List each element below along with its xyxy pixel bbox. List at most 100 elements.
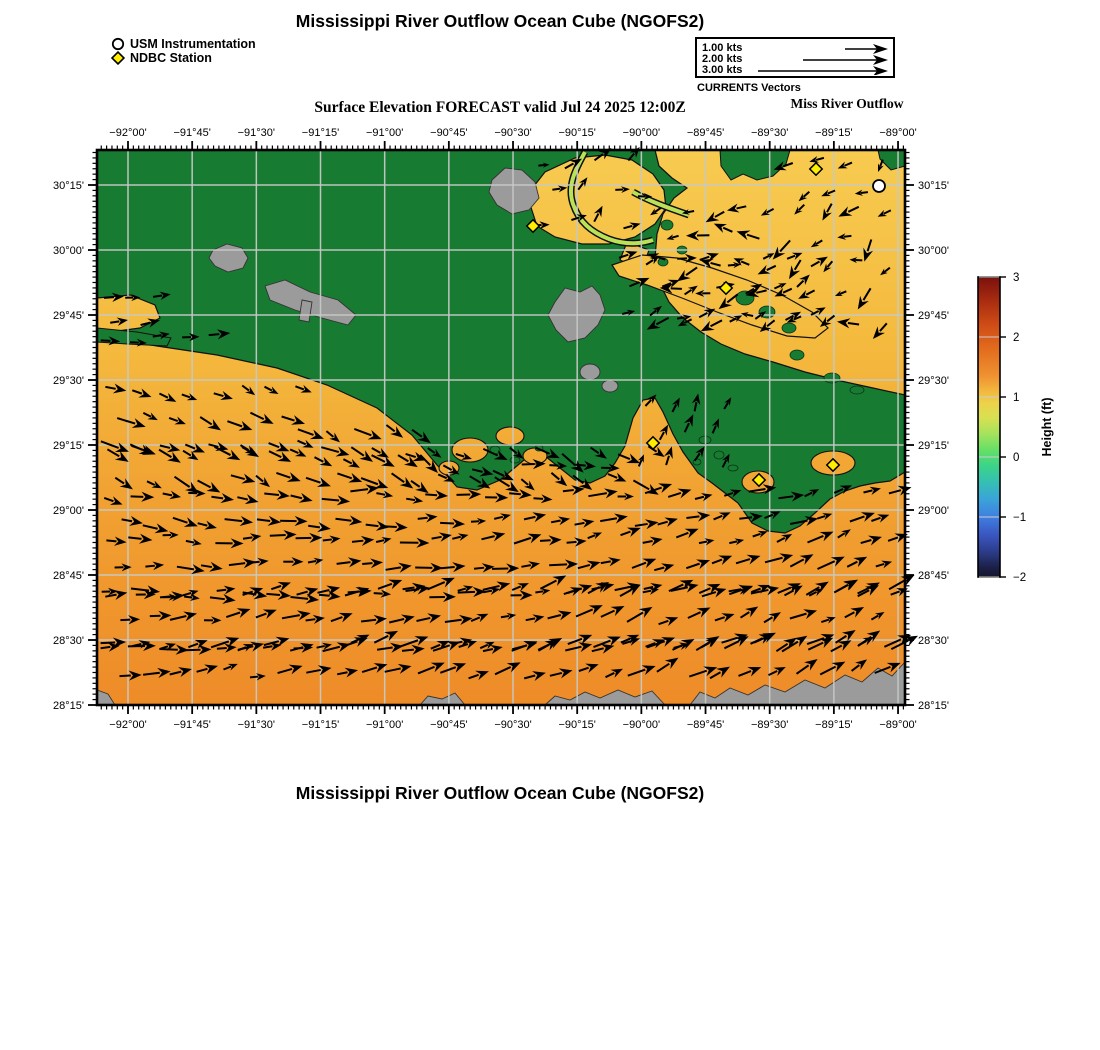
y-axis-label: 29°00' xyxy=(918,505,949,517)
footer-title: Mississippi River Outflow Ocean Cube (NG… xyxy=(295,783,705,803)
marsh-islet xyxy=(781,322,797,334)
x-axis-label: −91°15' xyxy=(302,719,339,731)
region-label: Miss River Outflow xyxy=(790,96,904,111)
x-axis-label: −91°45' xyxy=(173,127,210,139)
y-axis-label: 30°00' xyxy=(918,245,949,257)
x-axis-label: −91°30' xyxy=(238,127,275,139)
marsh-islet xyxy=(849,385,865,395)
vectors-caption: CURRENTS Vectors xyxy=(697,82,801,94)
map-canvas: −92°00' −92°00' −91°45' −91°45' −91°30' −91°3… xyxy=(53,127,949,731)
y-axis-label: 29°00' xyxy=(53,505,84,517)
x-axis-label: −89°45' xyxy=(687,719,724,731)
x-axis-label: −91°30' xyxy=(238,719,275,731)
y-axis-label: 30°15' xyxy=(53,180,84,192)
ndbc-station-marker xyxy=(751,472,767,488)
axis-ticks xyxy=(88,141,914,714)
y-axis-label: 30°00' xyxy=(53,245,84,257)
y-axis-label: 29°30' xyxy=(918,375,949,387)
colorbar-tick-label: 3 xyxy=(1013,272,1019,284)
forecast-subtitle: Surface Elevation FORECAST valid Jul 24 … xyxy=(314,99,686,116)
x-axis-label: −90°15' xyxy=(558,127,595,139)
legend-label-ndbc: NDBC Station xyxy=(130,51,212,65)
x-axis-label: −89°30' xyxy=(751,719,788,731)
x-axis-label: −90°30' xyxy=(494,127,531,139)
marsh-islet xyxy=(509,456,521,464)
river-channel xyxy=(568,151,654,246)
y-axis-label: 29°45' xyxy=(53,310,84,322)
y-axis-label: 28°15' xyxy=(918,700,949,712)
legend-row-usm: USM Instrumentation xyxy=(111,37,256,51)
no-data-area xyxy=(208,243,249,273)
marsh-islet xyxy=(758,305,776,319)
ndbc-station-marker xyxy=(808,161,824,177)
y-axis-label: 29°15' xyxy=(918,440,949,452)
map-layers: −92°00' −92°00' −91°45' −91°45' −91°30' −91°3… xyxy=(53,127,949,731)
diamond-marker-icon xyxy=(111,51,126,65)
map-frame xyxy=(95,148,907,707)
y-axis-label: 28°30' xyxy=(53,635,84,647)
page-title: Mississippi River Outflow Ocean Cube (NG… xyxy=(295,11,705,31)
colorbar-canvas: 3 2 1 0 −1 −2 Height (ft) xyxy=(977,272,1054,584)
ndbc-station-marker xyxy=(525,218,541,234)
marsh-islet xyxy=(660,219,674,231)
marsh-islet xyxy=(789,349,805,361)
y-axis-label: 28°30' xyxy=(918,635,949,647)
y-axis-label: 28°15' xyxy=(53,700,84,712)
circle-marker-icon xyxy=(111,37,125,51)
headland xyxy=(719,149,791,181)
current-arrows xyxy=(100,147,919,681)
colorbar-gradient xyxy=(977,276,1001,578)
x-axis-label: −90°00' xyxy=(623,719,660,731)
vector-legend-canvas: 1.00 kts 2.00 kts 3.00 kts xyxy=(702,42,888,76)
no-data-area xyxy=(579,363,601,381)
marsh-bay xyxy=(495,426,525,446)
x-axis-label: −92°00' xyxy=(109,719,146,731)
axis-labels: −92°00' −92°00' −91°45' −91°45' −91°30' −91°3… xyxy=(53,127,949,731)
marsh-islet xyxy=(713,450,725,460)
colorbar-tick-label: 1 xyxy=(1013,392,1019,404)
marsh-islet xyxy=(727,464,739,472)
x-axis-label: −91°00' xyxy=(366,127,403,139)
vector-legend-arrows xyxy=(758,44,888,76)
x-axis-label: −90°30' xyxy=(494,719,531,731)
legend-label-usm: USM Instrumentation xyxy=(130,37,256,51)
no-data-area xyxy=(298,299,313,323)
vector-legend-label-1: 1.00 kts xyxy=(702,42,742,54)
vector-legend-label-3: 3.00 kts xyxy=(702,64,742,75)
x-axis-label: −89°30' xyxy=(751,127,788,139)
ndbc-station-marker xyxy=(718,280,734,296)
x-axis-label: −89°00' xyxy=(879,127,916,139)
x-axis-label: −91°15' xyxy=(302,127,339,139)
y-axis-label: 30°15' xyxy=(918,180,949,192)
y-axis-label: 28°45' xyxy=(918,570,949,582)
x-axis-label: −92°00' xyxy=(109,127,146,139)
x-axis-label: −90°45' xyxy=(430,719,467,731)
colorbar-tick-label: −2 xyxy=(1013,572,1026,584)
no-data-area xyxy=(601,379,619,393)
colorbar-tick-label: 0 xyxy=(1013,452,1019,464)
x-axis-label: −91°00' xyxy=(366,719,403,731)
colorbar: 3 2 1 0 −1 −2 Height (ft) xyxy=(973,268,1083,598)
y-axis-label: 29°45' xyxy=(918,310,949,322)
marsh-islet xyxy=(823,372,841,384)
x-axis-label: −90°15' xyxy=(558,719,595,731)
y-axis-label: 29°15' xyxy=(53,440,84,452)
x-axis-label: −89°15' xyxy=(815,127,852,139)
x-axis-label: −89°15' xyxy=(815,719,852,731)
legend-row-ndbc: NDBC Station xyxy=(111,51,256,65)
x-axis-label: −89°45' xyxy=(687,127,724,139)
y-axis-label: 29°30' xyxy=(53,375,84,387)
no-data-area xyxy=(543,689,667,706)
colorbar-tick-label: 2 xyxy=(1013,332,1019,344)
station-legend: USM Instrumentation NDBC Station xyxy=(111,37,256,65)
vector-legend-label-2: 2.00 kts xyxy=(702,53,742,65)
colorbar-title: Height (ft) xyxy=(1040,397,1054,456)
x-axis-label: −89°00' xyxy=(879,719,916,731)
lake-borgne xyxy=(611,254,829,339)
x-axis-label: −90°45' xyxy=(430,127,467,139)
x-axis-label: −91°45' xyxy=(173,719,210,731)
usm-station-marker xyxy=(872,179,886,193)
ndbc-station-marker xyxy=(645,435,661,451)
currents-vector-legend: 1.00 kts 2.00 kts 3.00 kts xyxy=(695,37,895,78)
